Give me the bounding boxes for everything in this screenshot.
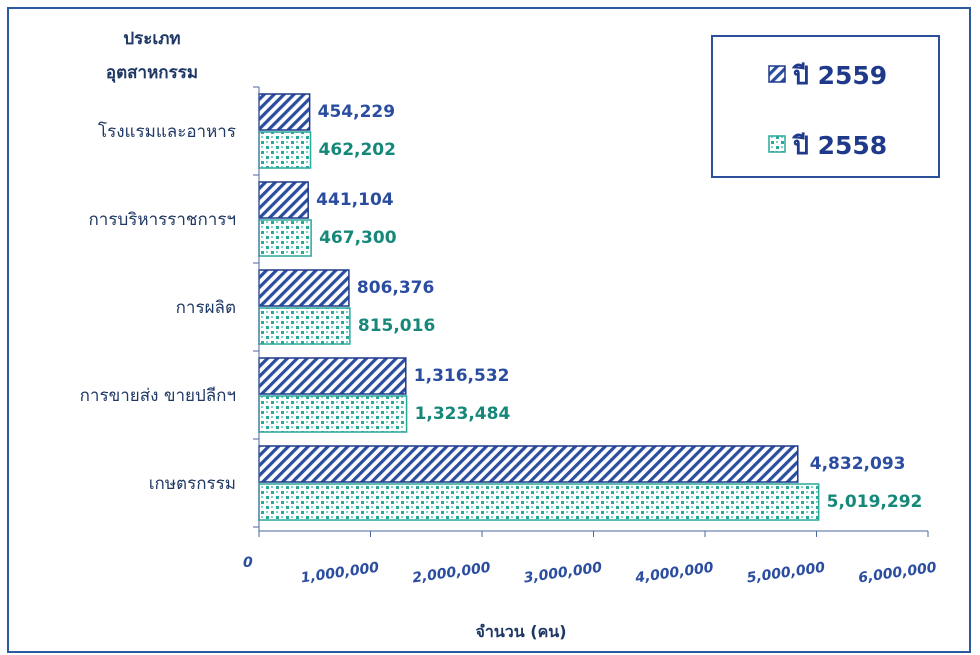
x-tick-label: 2,000,000: [411, 560, 492, 587]
category-header-line: อุตสาหกรรม: [106, 63, 198, 83]
legend: ปี 2559 ปี 2558: [711, 35, 940, 178]
x-tick-label: 6,000,000: [857, 560, 938, 587]
data-label: 441,104: [316, 190, 394, 210]
data-label: 1,316,532: [414, 366, 510, 386]
bar-series-2559: [258, 269, 350, 307]
bar-series-2559: [258, 93, 311, 131]
category-header-line: ประเภท: [123, 29, 180, 49]
x-axis-title: จำนวน (คน): [475, 622, 566, 641]
x-tick-label: 0: [243, 555, 253, 571]
bar-series-2559: [258, 181, 309, 219]
bar-series-2558: [258, 483, 820, 521]
bar-series-2558: [258, 219, 312, 257]
data-label: 815,016: [358, 316, 435, 336]
legend-swatch: [768, 135, 786, 153]
legend-swatch: [768, 65, 786, 83]
data-label: 462,202: [319, 140, 396, 160]
x-tick-label: 5,000,000: [746, 560, 827, 587]
bar-series-2559: [258, 357, 407, 395]
category-label: การผลิต: [176, 298, 236, 318]
data-label: 454,229: [318, 102, 395, 122]
data-label: 4,832,093: [810, 454, 906, 474]
data-label: 806,376: [357, 278, 434, 298]
x-tick-label: 4,000,000: [633, 560, 715, 587]
data-label: 1,323,484: [415, 404, 511, 424]
category-label: เกษตรกรรม: [149, 474, 236, 494]
x-tick-label: 1,000,000: [300, 560, 381, 587]
legend-box: [711, 35, 940, 178]
bar-series-2558: [258, 395, 408, 433]
category-label: การขายส่ง ขายปลีกฯ: [80, 386, 236, 406]
category-label: การบริหารราชการฯ: [88, 210, 236, 230]
data-label: 467,300: [319, 228, 397, 248]
bar-series-2558: [258, 131, 312, 169]
legend-label: ปี 2558: [791, 131, 887, 160]
data-label: 5,019,292: [827, 492, 923, 512]
x-tick-label: 3,000,000: [523, 560, 604, 587]
legend-label: ปี 2559: [791, 61, 887, 90]
bar-series-2559: [258, 445, 799, 483]
category-label: โรงแรมและอาหาร: [98, 121, 236, 142]
bar-series-2558: [258, 307, 351, 345]
